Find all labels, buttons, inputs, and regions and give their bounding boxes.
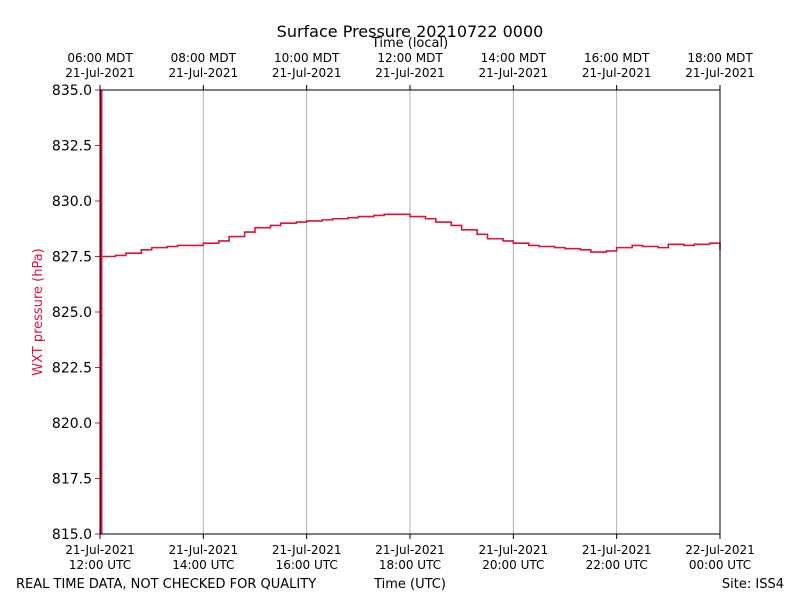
top-tick-label-time: 14:00 MDT bbox=[481, 51, 547, 65]
grid bbox=[202, 90, 618, 534]
series-layer bbox=[99, 90, 721, 534]
y-tick-label: 830.0 bbox=[52, 194, 92, 210]
top-tick-label-date: 21-Jul-2021 bbox=[65, 66, 135, 80]
y-tick-label: 825.0 bbox=[52, 305, 92, 321]
x-tick-label-date: 21-Jul-2021 bbox=[169, 543, 239, 557]
series-line bbox=[100, 213, 721, 258]
site-label: Site: ISS4 bbox=[722, 577, 784, 592]
y-tick-label: 815.0 bbox=[52, 527, 92, 543]
top-tick-label-time: 12:00 MDT bbox=[377, 51, 443, 65]
top-tick-label-time: 16:00 MDT bbox=[584, 51, 650, 65]
chart-title: Surface Pressure 20210722 0000 bbox=[277, 22, 544, 41]
x-tick-label-date: 21-Jul-2021 bbox=[272, 543, 342, 557]
top-tick-label-date: 21-Jul-2021 bbox=[375, 66, 445, 80]
y-tick-label: 827.5 bbox=[52, 250, 92, 266]
y-axis-label: WXT pressure (hPa) bbox=[31, 248, 46, 376]
top-tick-label-date: 21-Jul-2021 bbox=[582, 66, 652, 80]
top-tick-label-date: 21-Jul-2021 bbox=[272, 66, 342, 80]
top-tick-label-date: 21-Jul-2021 bbox=[169, 66, 239, 80]
top-tick-label-date: 21-Jul-2021 bbox=[479, 66, 549, 80]
x-axis-label: Time (UTC) bbox=[373, 577, 446, 592]
x-tick-label-time: 14:00 UTC bbox=[172, 558, 234, 572]
x-tick-label-date: 22-Jul-2021 bbox=[685, 543, 755, 557]
top-tick-label-date: 21-Jul-2021 bbox=[685, 66, 755, 80]
top-axis-label: Time (local) bbox=[371, 36, 448, 51]
top-tick-label-time: 18:00 MDT bbox=[687, 51, 753, 65]
x-tick-label-time: 00:00 UTC bbox=[689, 558, 751, 572]
x-tick-label-date: 21-Jul-2021 bbox=[375, 543, 445, 557]
y-tick-label: 820.0 bbox=[52, 416, 92, 432]
y-tick-label: 822.5 bbox=[52, 361, 92, 377]
plot-frame bbox=[99, 89, 721, 535]
y-tick-label: 835.0 bbox=[52, 83, 92, 99]
x-tick-label-date: 21-Jul-2021 bbox=[479, 543, 549, 557]
y-tick-label: 817.5 bbox=[52, 472, 92, 488]
top-tick-label-time: 08:00 MDT bbox=[171, 51, 237, 65]
top-tick-label-time: 10:00 MDT bbox=[274, 51, 340, 65]
x-tick-label-time: 22:00 UTC bbox=[586, 558, 648, 572]
x-tick-label-time: 18:00 UTC bbox=[379, 558, 441, 572]
x-tick-label-date: 21-Jul-2021 bbox=[65, 543, 135, 557]
top-tick-label-time: 06:00 MDT bbox=[67, 51, 133, 65]
x-tick-label-time: 12:00 UTC bbox=[69, 558, 131, 572]
y-axis: 835.0 832.5 830.0 827.5 825.0 822.5 820.0 817.5… bbox=[52, 83, 100, 543]
x-tick-label-time: 20:00 UTC bbox=[482, 558, 544, 572]
y-tick-label: 832.5 bbox=[52, 139, 92, 155]
x-tick-label-time: 16:00 UTC bbox=[276, 558, 338, 572]
quality-note: REAL TIME DATA, NOT CHECKED FOR QUALITY bbox=[16, 577, 316, 592]
x-tick-label-date: 21-Jul-2021 bbox=[582, 543, 652, 557]
